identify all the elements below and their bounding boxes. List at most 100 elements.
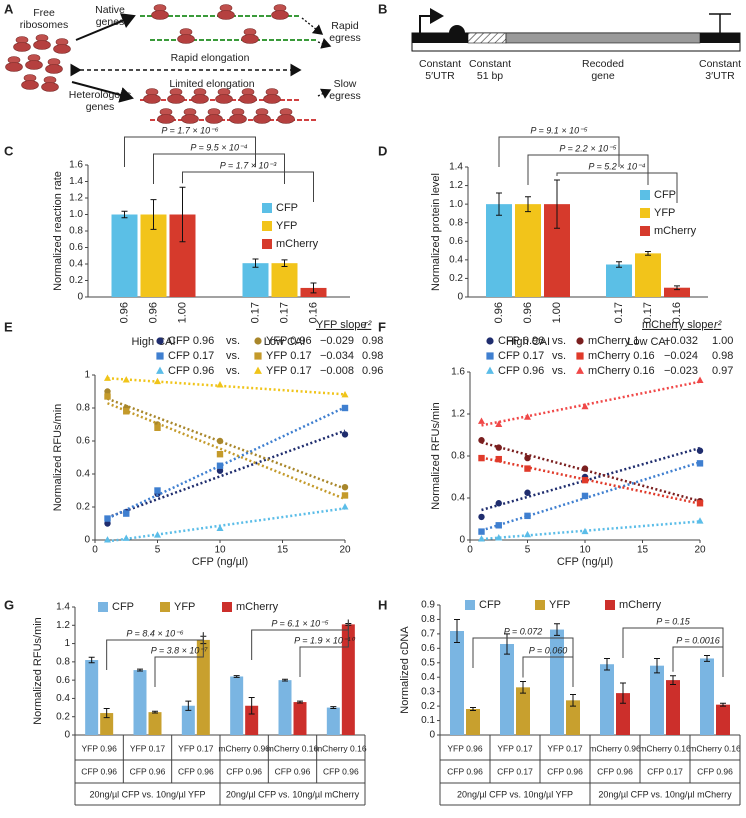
ribosome xyxy=(33,34,51,50)
trend-line xyxy=(481,441,701,503)
ribosome xyxy=(13,36,31,52)
x-axis-label: CFP (ng/µl) xyxy=(557,556,613,568)
legend-label: YFP xyxy=(654,207,675,219)
legend-label: YFP 0.96 xyxy=(266,335,312,347)
ribosome xyxy=(151,4,169,20)
bar xyxy=(700,658,714,735)
label: Heterologous xyxy=(69,89,131,101)
error-bar xyxy=(454,618,460,644)
marker xyxy=(254,337,262,345)
x-tick-label: mCherry 0.16 xyxy=(267,743,319,753)
error-bar xyxy=(88,656,95,664)
bar xyxy=(148,712,162,735)
y-tick-label: 0.4 xyxy=(421,672,435,683)
legend-swatch xyxy=(98,602,108,612)
x-tick-label: High CAI xyxy=(131,336,175,348)
marker xyxy=(341,431,349,438)
error-bar xyxy=(654,657,660,674)
y-tick-label: 1.2 xyxy=(451,409,465,420)
utr3-block xyxy=(700,33,740,43)
bracket xyxy=(124,136,256,167)
panel-label: C xyxy=(4,143,14,158)
legend-swatch xyxy=(160,602,170,612)
legend-label: mCherry 1 xyxy=(588,335,639,347)
ribosome xyxy=(167,88,185,104)
marker xyxy=(524,454,531,462)
arrow xyxy=(71,81,134,103)
marker xyxy=(495,455,502,463)
marker xyxy=(104,515,111,522)
bar-label: 0.17 xyxy=(613,302,625,323)
legend-label: YFP 0.17 xyxy=(266,365,312,377)
arrow xyxy=(75,13,136,41)
legend-joiner: vs. xyxy=(226,350,240,362)
label: Constant xyxy=(699,58,741,70)
bracket xyxy=(154,632,204,687)
label: ribosomes xyxy=(20,19,68,31)
y-tick-label: 1.2 xyxy=(56,620,70,631)
legend-heading: mCherry slope xyxy=(642,319,714,331)
ribosome xyxy=(229,108,247,124)
slope-label: −0.032 xyxy=(664,335,698,347)
label: genes xyxy=(96,16,125,28)
bar xyxy=(245,705,259,735)
ribosome xyxy=(271,4,289,20)
trend-line xyxy=(481,461,701,532)
bar xyxy=(326,707,340,735)
bar xyxy=(606,264,632,297)
y-tick-label: 0.2 xyxy=(421,701,435,712)
bar xyxy=(450,631,464,735)
p-value: P = 0.072 xyxy=(504,626,542,636)
legend-label: CFP xyxy=(479,599,501,611)
bracket xyxy=(182,171,314,202)
error-bar xyxy=(554,179,560,229)
marker xyxy=(696,460,704,467)
chart: C 0 0.2 0.4 0.6 0.8 1.0 1.2 1.4 1.6 Normalized rea… xyxy=(4,125,350,348)
bracket xyxy=(672,646,724,677)
bar-label: 0.16 xyxy=(671,302,683,323)
y-tick-label: 0 xyxy=(64,730,70,741)
label: 5′UTR xyxy=(425,70,455,82)
group-label: 20ng/µl CFP vs. 10ng/µl mCherry xyxy=(598,789,732,799)
slope-label: −0.023 xyxy=(664,365,698,377)
bar xyxy=(635,253,661,297)
error-bar xyxy=(620,682,626,704)
marker xyxy=(523,530,532,538)
error-bar xyxy=(704,655,710,662)
marker xyxy=(495,534,503,541)
marker xyxy=(123,408,130,415)
p-value: P = 6.1 × 10⁻⁵ xyxy=(271,618,328,628)
bar-label: 0.96 xyxy=(522,302,534,323)
y-tick-label: 0.5 xyxy=(421,657,435,668)
bar xyxy=(181,705,195,735)
legend-label: CFP 0.96 xyxy=(498,365,544,377)
x-tick-label: mCherry 0.96 xyxy=(218,743,270,753)
marker xyxy=(104,520,111,527)
label: Limited elongation xyxy=(169,78,254,90)
error-bar xyxy=(233,675,240,678)
arrow xyxy=(317,88,332,99)
x-tick-label: mCherry 0.16 xyxy=(689,743,741,753)
y-tick-label: 0 xyxy=(84,535,90,546)
bar-label: 0.96 xyxy=(118,302,130,323)
marker xyxy=(153,531,162,538)
legend-label: mCherry xyxy=(654,225,697,237)
label: Slow xyxy=(334,78,357,90)
legend-label: mCherry 0.16 xyxy=(588,350,655,362)
marker xyxy=(103,536,112,543)
legend-label: mCherry xyxy=(619,599,662,611)
x-tick-label: YFP 0.96 xyxy=(82,743,118,753)
bar-label: 0.17 xyxy=(642,302,654,323)
label: 3′UTR xyxy=(705,70,735,82)
legend-swatch xyxy=(640,226,650,236)
x-tick-label: 5 xyxy=(155,545,161,556)
label: Native xyxy=(95,4,125,16)
legend-swatch xyxy=(262,221,272,231)
bar xyxy=(650,665,664,735)
y-tick-label: 0.4 xyxy=(56,693,70,704)
x-tick-label: 0 xyxy=(92,545,98,556)
error-bar xyxy=(137,668,143,672)
error-bar xyxy=(248,697,255,715)
utr5-block xyxy=(412,33,468,43)
legend-label: mCherry xyxy=(276,238,319,250)
